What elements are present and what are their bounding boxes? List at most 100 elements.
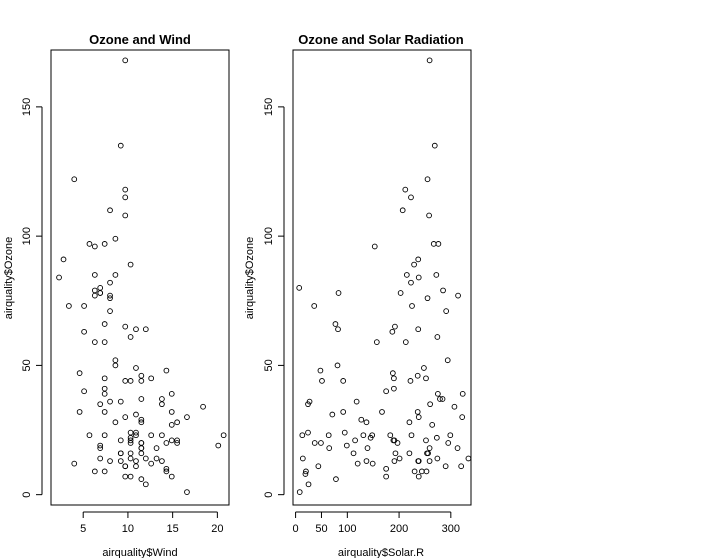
y-tick-label: 150 (21, 98, 33, 116)
data-point (317, 367, 324, 374)
data-point (127, 378, 134, 384)
data-point (101, 321, 108, 327)
data-point (107, 295, 113, 302)
data-point (390, 437, 397, 444)
data-point (81, 328, 87, 335)
data-point (390, 370, 396, 377)
data-point (383, 473, 389, 480)
data-point (445, 440, 452, 446)
data-point (444, 357, 451, 364)
data-point (343, 442, 350, 449)
data-point (117, 450, 124, 457)
data-point (66, 303, 72, 309)
data-point (117, 398, 124, 405)
data-point (340, 409, 347, 415)
data-point (315, 463, 322, 470)
data-point (311, 303, 318, 309)
data-point (148, 375, 155, 382)
data-point (383, 388, 389, 395)
data-point (319, 378, 325, 384)
data-point (56, 274, 62, 281)
data-point (112, 235, 119, 242)
y-tick-label: 50 (263, 359, 275, 371)
data-point (97, 455, 104, 462)
data-point (142, 326, 149, 333)
data-point (353, 398, 360, 405)
y-tick-label: 150 (263, 98, 275, 116)
data-point (296, 284, 303, 291)
data-point (138, 440, 145, 446)
data-point (133, 411, 139, 418)
data-point (101, 339, 108, 345)
data-point (142, 481, 149, 488)
data-point (153, 455, 160, 462)
data-point (117, 458, 124, 464)
x-tick-label: 50 (315, 523, 327, 535)
data-point (408, 194, 414, 201)
data-point (163, 367, 170, 374)
data-point (86, 432, 93, 439)
data-point (97, 290, 104, 296)
data-point (440, 287, 446, 294)
data-point (133, 429, 139, 436)
data-point (101, 385, 108, 392)
data-point (122, 473, 129, 480)
data-point (350, 450, 357, 457)
data-point (112, 357, 119, 364)
data-point (318, 440, 324, 446)
data-point (392, 450, 399, 457)
data-point (437, 396, 443, 402)
y-axis: 0 50 100 150 (21, 98, 43, 498)
scatter-points (56, 57, 227, 495)
data-point (415, 326, 422, 333)
data-point (138, 372, 145, 379)
data-point (415, 458, 422, 464)
data-point (127, 334, 134, 340)
data-point (138, 450, 145, 457)
data-point (122, 463, 129, 470)
data-point (159, 458, 165, 464)
data-point (411, 261, 417, 268)
data-point (97, 442, 104, 449)
data-point (415, 256, 422, 263)
data-point (81, 303, 87, 309)
data-point (305, 481, 312, 488)
data-point (122, 378, 129, 384)
data-point (122, 212, 129, 219)
data-point (396, 455, 403, 462)
data-point (163, 465, 170, 472)
data-point (174, 437, 180, 444)
x-tick-label: 200 (390, 523, 408, 535)
x-tick-label: 20 (211, 523, 223, 535)
data-point (364, 445, 371, 451)
data-point (443, 308, 450, 314)
x-tick-label: 5 (80, 523, 86, 535)
data-point (101, 375, 108, 382)
data-point (403, 272, 410, 278)
data-point (138, 419, 145, 426)
data-point (200, 403, 206, 410)
data-point (138, 476, 145, 482)
data-point (133, 432, 139, 439)
data-point (71, 176, 78, 183)
data-point (311, 440, 318, 446)
data-point (133, 326, 139, 333)
data-point (133, 458, 139, 464)
data-point (354, 460, 361, 467)
x-axis-label: airquality$Wind (102, 547, 177, 558)
data-point (424, 176, 431, 183)
x-tick-label: 15 (167, 523, 179, 535)
data-point (122, 414, 129, 420)
data-point (423, 375, 429, 382)
data-point (163, 440, 170, 446)
data-point (371, 243, 378, 250)
data-point (107, 398, 113, 405)
data-point (421, 365, 427, 371)
data-point (133, 365, 139, 371)
data-point (220, 432, 227, 439)
data-point (101, 409, 108, 415)
x-tick-label: 10 (122, 523, 134, 535)
data-point (433, 434, 440, 441)
data-point (81, 388, 87, 395)
data-point (97, 401, 104, 408)
